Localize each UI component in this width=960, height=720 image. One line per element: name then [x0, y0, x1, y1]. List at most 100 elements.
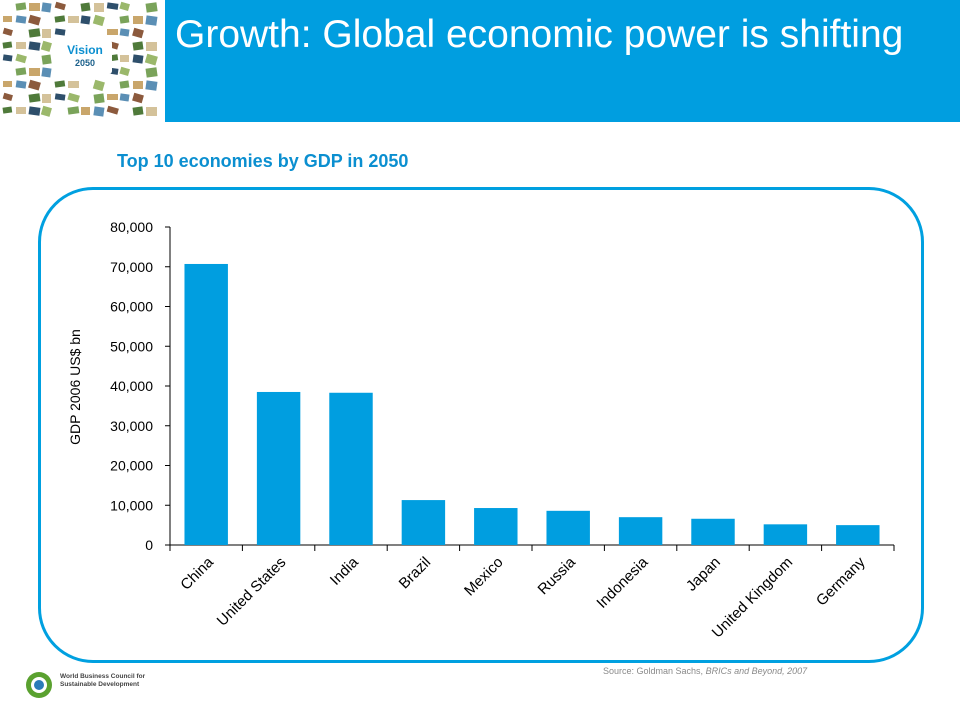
mosaic-tile — [144, 53, 158, 66]
mosaic-tile — [119, 1, 130, 11]
mosaic-tile — [119, 28, 130, 37]
mosaic-tile — [92, 14, 105, 27]
x-tick-label: Russia — [535, 553, 580, 598]
bar-china — [184, 263, 228, 545]
mosaic-tile — [146, 107, 157, 116]
mosaic-tile — [40, 105, 52, 117]
x-tick-label: India — [327, 553, 362, 588]
y-tick-label: 60,000 — [110, 299, 153, 315]
mosaic-tile — [54, 1, 66, 11]
mosaic-tile — [119, 66, 130, 76]
vision-2050-badge: Vision 2050 — [58, 40, 112, 74]
mosaic-tile — [146, 42, 157, 51]
mosaic-tile — [3, 81, 12, 87]
y-tick-label: 0 — [145, 537, 153, 553]
y-tick-label: 20,000 — [110, 458, 153, 474]
source-note: Source: Goldman Sachs, BRICs and Beyond,… — [603, 666, 807, 676]
org-line-2: Sustainable Development — [60, 681, 140, 688]
mosaic-tile — [120, 55, 129, 62]
mosaic-tile — [2, 106, 13, 114]
mosaic-tile — [133, 16, 143, 24]
bar-united-kingdom — [763, 524, 808, 545]
mosaic-tile — [119, 93, 130, 102]
photo-mosaic-image — [2, 1, 158, 117]
mosaic-tile — [15, 80, 27, 89]
bar-united-states — [256, 391, 301, 545]
mosaic-tile — [54, 28, 66, 36]
mosaic-tile — [40, 40, 52, 52]
org-line-1: World Business Council for — [60, 673, 146, 680]
mosaic-tile — [80, 2, 91, 12]
title-bar: Growth: Global economic power is shiftin… — [165, 0, 960, 122]
mosaic-tile — [2, 27, 13, 37]
mosaic-tile — [119, 15, 130, 24]
mosaic-tile — [28, 14, 41, 26]
mosaic-tile — [28, 41, 41, 51]
chart-title: Top 10 economies by GDP in 2050 — [117, 151, 409, 171]
x-tick-label: Japan — [683, 554, 724, 595]
vision-2050-logo: Vision 2050 — [0, 0, 163, 122]
wbcsd-logo-icon — [26, 672, 52, 698]
mosaic-tile — [2, 54, 13, 62]
mosaic-tile — [107, 94, 118, 100]
bar-brazil — [401, 500, 446, 545]
mosaic-tile — [42, 29, 51, 38]
x-tick-label: Brazil — [396, 554, 435, 593]
source-prefix: Source: Goldman Sachs, — [603, 666, 706, 676]
y-tick-label: 70,000 — [110, 259, 153, 275]
mosaic-tile — [145, 2, 158, 13]
mosaic-tile — [29, 3, 40, 11]
mosaic-tile — [106, 105, 119, 115]
mosaic-tile — [145, 67, 158, 78]
mosaic-tile — [16, 42, 26, 49]
mosaic-tile — [3, 16, 12, 22]
logo-word: Vision — [67, 43, 103, 57]
mosaic-tile — [93, 93, 105, 104]
mosaic-tile — [133, 81, 143, 89]
bar-japan — [691, 518, 735, 545]
mosaic-tile — [107, 29, 118, 35]
x-tick-label: Germany — [813, 553, 869, 609]
logo-year: 2050 — [74, 58, 96, 68]
wbcsd-name: World Business Council for Sustainable D… — [60, 673, 160, 689]
mosaic-tile — [2, 41, 13, 49]
mosaic-tile — [41, 67, 52, 78]
mosaic-tile — [92, 79, 105, 92]
mosaic-tile — [132, 27, 144, 39]
mosaic-tile — [42, 94, 51, 103]
bar-india — [329, 392, 373, 545]
mosaic-tile — [16, 107, 26, 114]
mosaic-tile — [41, 54, 52, 65]
mosaic-tile — [67, 92, 80, 103]
source-title: BRICs and Beyond, 2007 — [705, 666, 808, 676]
mosaic-tile — [67, 106, 80, 115]
mosaic-tile — [132, 54, 144, 64]
y-axis-title: GDP 2006 US$ bn — [67, 329, 83, 445]
mosaic-tile — [145, 15, 158, 26]
bar-germany — [836, 525, 880, 545]
y-tick-label: 10,000 — [110, 497, 153, 513]
y-tick-label: 50,000 — [110, 338, 153, 354]
mosaic-tile — [68, 16, 79, 23]
mosaic-tile — [28, 106, 41, 116]
mosaic-tile — [54, 93, 66, 101]
x-tick-label: Mexico — [461, 554, 507, 600]
mosaic-tile — [132, 106, 144, 116]
mosaic-tile — [94, 3, 104, 12]
bar-russia — [546, 510, 590, 545]
bar-mexico — [474, 508, 518, 545]
mosaic-tile — [93, 106, 105, 117]
mosaic-tile — [29, 68, 40, 76]
mosaic-tile — [132, 92, 144, 104]
mosaic-tile — [68, 81, 79, 88]
slide-title: Growth: Global economic power is shiftin… — [175, 13, 904, 56]
mosaic-tile — [28, 28, 41, 38]
y-tick-label: 30,000 — [110, 418, 153, 434]
mosaic-tile — [54, 15, 66, 23]
bar-indonesia — [618, 517, 663, 545]
mosaic-tile — [132, 41, 144, 51]
mosaic-tile — [41, 2, 52, 13]
mosaic-tile — [119, 80, 130, 89]
x-tick-label: Indonesia — [593, 553, 651, 611]
